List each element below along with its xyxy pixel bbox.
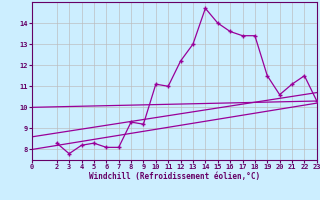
X-axis label: Windchill (Refroidissement éolien,°C): Windchill (Refroidissement éolien,°C) [89,172,260,181]
